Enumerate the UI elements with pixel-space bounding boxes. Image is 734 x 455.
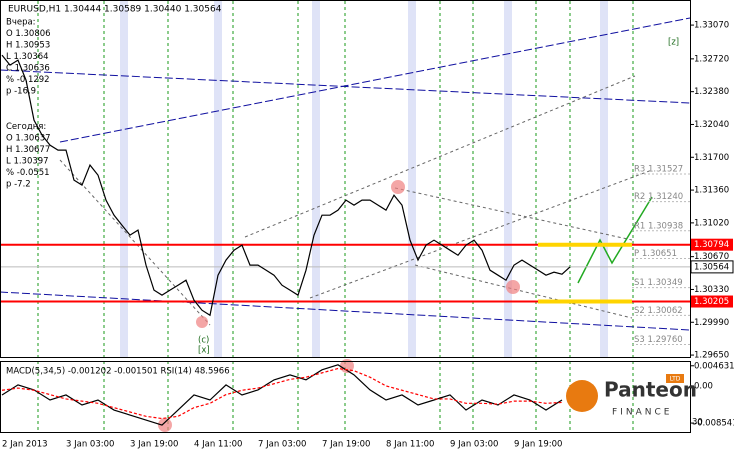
pivot-label: S2 1.30062 xyxy=(634,306,683,316)
session-band xyxy=(120,1,128,357)
y-tick-label: 1.31360 xyxy=(694,186,729,196)
y-tick-label: -0.008541 xyxy=(694,419,734,429)
y-tick-label: 1.32720 xyxy=(694,54,729,64)
info-line: p -16.9 xyxy=(6,87,36,97)
session-band xyxy=(600,1,608,357)
forecast-arrow xyxy=(577,196,653,284)
logo-icon xyxy=(566,380,598,412)
logo-sub: FINANCE xyxy=(612,408,672,418)
info-line: L 1.30397 xyxy=(6,157,49,167)
channel-line xyxy=(394,187,633,241)
info-line: Вчера: xyxy=(6,18,36,28)
logo-badge-bg xyxy=(666,374,684,383)
info-line: H 1.30953 xyxy=(6,41,50,51)
annotation: [x] xyxy=(198,346,210,356)
series-line xyxy=(1,367,563,420)
channel-line xyxy=(309,169,653,299)
y-tick-label: 1.31700 xyxy=(694,153,729,163)
y-tick-label: 1.29650 xyxy=(694,351,729,361)
info-line: % -0.0551 xyxy=(6,168,50,178)
info-line: Сегодня: xyxy=(6,122,46,132)
level-label: 1.30205 xyxy=(694,297,729,307)
x-tick-label: 9 Jan 19:00 xyxy=(514,440,562,450)
highlight xyxy=(196,316,208,328)
session-band xyxy=(312,1,320,357)
highlights xyxy=(158,180,520,432)
x-tick-label: 4 Jan 11:00 xyxy=(194,440,242,450)
highlight xyxy=(158,418,172,432)
x-tick-label: 3 Jan 19:00 xyxy=(130,440,178,450)
y-tick-label: 1.30670 xyxy=(694,252,729,262)
session-band xyxy=(214,1,222,357)
series-line xyxy=(1,54,571,317)
info-line: % -0.1292 xyxy=(6,75,50,85)
channel-line xyxy=(244,75,636,238)
info-line: C 1.30636 xyxy=(6,64,50,74)
info-line: O 1.30806 xyxy=(6,29,51,39)
price-box-label: 1.30564 xyxy=(694,262,729,272)
x-tick-label: 9 Jan 03:00 xyxy=(450,440,498,450)
info-line: L 1.30364 xyxy=(6,52,49,62)
highlight xyxy=(391,180,405,194)
x-tick-label: 7 Jan 03:00 xyxy=(258,440,306,450)
pivot-label: S3 1.29760 xyxy=(634,335,683,345)
marks: 1.33070 1.32720 1.32380 1.32040 1.31700 1.313… xyxy=(0,21,734,450)
channel-line xyxy=(59,159,211,326)
main-frame xyxy=(0,0,691,358)
x-tick-label: 3 Jan 03:00 xyxy=(66,440,114,450)
trend-line xyxy=(59,17,691,143)
y-tick-label: 0.004631 xyxy=(694,361,734,371)
x-tick-label: 8 Jan 11:00 xyxy=(386,440,434,450)
session-band xyxy=(408,1,416,357)
pivot-label: S1 1.30349 xyxy=(634,278,683,288)
logo: Panteon FINANCE LTD xyxy=(566,374,697,418)
session-bands xyxy=(120,1,608,357)
indicator-title: MACD(5,34,5) -0.001202 -0.001501 RSI(14)… xyxy=(6,367,230,377)
y-tick-label: 1.32040 xyxy=(694,120,729,130)
pivot-label: R3 1.31527 xyxy=(634,164,683,174)
x-tick-label: 2 Jan 2013 xyxy=(2,440,48,450)
y-tick-label: 1.31020 xyxy=(694,218,729,228)
info-line: O 1.30637 xyxy=(6,134,51,144)
info-line: H 1.30677 xyxy=(6,145,50,155)
channel-line xyxy=(414,264,633,319)
highlight xyxy=(340,359,354,373)
y-tick-label: 1.33070 xyxy=(694,21,729,31)
logo-badge: LTD xyxy=(670,376,681,383)
level-box xyxy=(691,295,733,308)
y-tick-label: 0.00 xyxy=(694,381,713,391)
annotation: [z] xyxy=(668,38,679,48)
series-line xyxy=(1,364,563,426)
info-line: p -7.2 xyxy=(6,180,31,190)
trend-lines xyxy=(0,17,691,331)
annotation: (c) xyxy=(198,336,209,346)
level-box xyxy=(691,238,733,251)
x-tick-label: 7 Jan 19:00 xyxy=(322,440,370,450)
y-tick-label: 1.29990 xyxy=(694,318,729,328)
annotation: 30 xyxy=(692,418,703,428)
trend-line xyxy=(0,291,691,331)
session-band xyxy=(504,1,512,357)
level-label: 1.30794 xyxy=(694,240,729,250)
indicator-frame xyxy=(0,361,691,433)
trend-line xyxy=(0,69,691,104)
header: EURUSD,H1 1.30444 1.30589 1.30440 1.3056… xyxy=(8,5,222,15)
y-tick-label: 1.32380 xyxy=(694,87,729,97)
pivot-label: R1 1.30938 xyxy=(634,221,683,231)
y-tick-label: 1.30330 xyxy=(694,285,729,295)
pivot-label: R2 1.31240 xyxy=(634,192,683,202)
pivot-label: P 1.30651 xyxy=(634,249,677,259)
highlight xyxy=(506,280,520,294)
